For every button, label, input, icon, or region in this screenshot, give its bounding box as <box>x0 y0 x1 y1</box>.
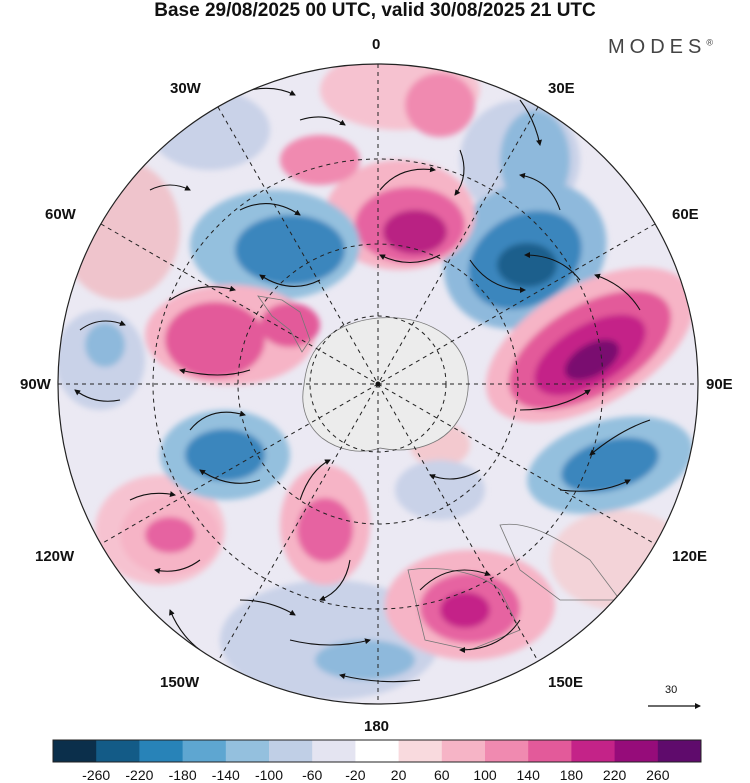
colorbar-swatch <box>614 740 659 762</box>
lon-label-150e: 150E <box>548 674 584 691</box>
map-title: Base 29/08/2025 00 UTC, valid 30/08/2025… <box>154 0 596 21</box>
lon-label-0: 0 <box>372 36 381 53</box>
lon-label-30w: 30W <box>170 80 201 97</box>
lon-label-90e: 90E <box>706 376 733 393</box>
brand-name: MODES <box>608 36 707 58</box>
colorbar-swatch <box>528 740 572 762</box>
colorbar-tick-label: 20 <box>390 767 407 783</box>
colorbar-tick-label: -180 <box>168 767 197 783</box>
reference-vector-label: 30 <box>665 684 678 696</box>
colorbar-tick-label: -100 <box>254 767 284 783</box>
colorbar-swatch <box>96 740 140 762</box>
colorbar-tick-label: 220 <box>602 767 627 783</box>
colorbar-swatch <box>269 740 313 762</box>
colorbar-tick-label: 180 <box>559 767 584 783</box>
colorbar-swatch <box>355 740 400 762</box>
colorbar-tick-label: -20 <box>345 767 366 783</box>
south-pole-marker <box>375 381 381 387</box>
colorbar-swatch <box>312 740 356 762</box>
colorbar-tick-label: -140 <box>211 767 240 783</box>
colorbar-swatch <box>139 740 184 762</box>
map-boundary <box>57 63 699 705</box>
brand-mark: ® <box>706 37 713 48</box>
colorbar-swatch <box>485 740 529 762</box>
lon-label-120e: 120E <box>672 548 708 565</box>
colorbar-swatch <box>398 740 443 762</box>
colorbar-tick-label: 260 <box>646 767 670 783</box>
colorbar-tick-label: -60 <box>302 767 323 783</box>
lon-label-150w: 150W <box>160 674 200 691</box>
colorbar-swatch <box>53 740 97 762</box>
lon-label-90w: 90W <box>20 376 51 393</box>
colorbar-tick-label: -260 <box>82 767 111 783</box>
lon-label-180: 180 <box>364 718 390 735</box>
antarctica-landmass <box>302 317 469 452</box>
lon-label-30e: 30E <box>548 80 575 97</box>
colorbar-swatch <box>182 740 227 762</box>
lon-label-60w: 60W <box>45 206 76 223</box>
colorbar-frame <box>52 739 702 763</box>
colorbar-tick-label: 140 <box>516 767 540 783</box>
colorbar <box>52 739 702 763</box>
colorbar-tick-label: -220 <box>125 767 154 783</box>
brand-logo: MODES® <box>608 36 713 59</box>
lon-label-120w: 120W <box>35 548 75 565</box>
colorbar-swatch <box>441 740 486 762</box>
colorbar-tick-label: 100 <box>473 767 497 783</box>
colorbar-swatch <box>225 740 270 762</box>
colorbar-swatch <box>571 740 616 762</box>
colorbar-tick-label: 60 <box>434 767 450 783</box>
lon-label-60e: 60E <box>672 206 699 223</box>
colorbar-swatch <box>657 740 702 762</box>
